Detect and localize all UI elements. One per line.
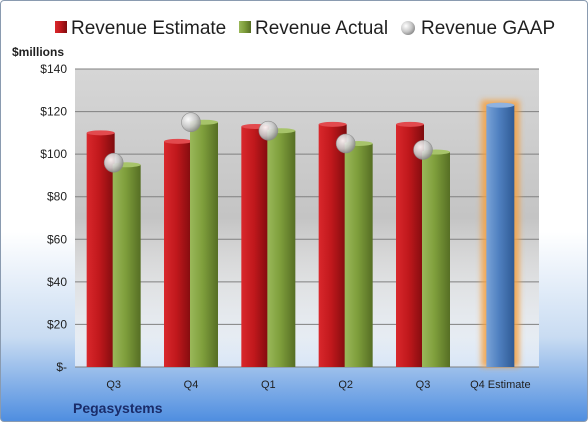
- revenue-gaap-point: [335, 133, 356, 154]
- revenue-estimate-bar-top: [396, 121, 424, 127]
- legend-label-revenue-gaap: Revenue GAAP: [421, 18, 555, 39]
- y-tick-label: $-: [56, 360, 67, 374]
- x-axis-categories: Q3 Q4 Q1 Q2 Q3 Q4 Estimate: [106, 379, 530, 391]
- x-category-label: Q3: [416, 379, 431, 391]
- revenue-actual-bar: [112, 164, 141, 367]
- revenue-estimate-bar: [164, 141, 192, 367]
- revenue-estimate-bar: [396, 124, 424, 367]
- y-tick-label: $20: [47, 317, 67, 331]
- revenue-actual-bar: [344, 143, 373, 367]
- legend-label-revenue-actual: Revenue Actual: [255, 18, 388, 39]
- bars: [86, 100, 520, 367]
- legend-swatch-revenue-estimate: [55, 21, 67, 33]
- y-tick-label: $120: [40, 105, 67, 119]
- revenue-estimate-bar: [241, 126, 270, 367]
- revenue-estimate-bar-top: [164, 138, 192, 144]
- revenue-actual-bar: [190, 122, 218, 367]
- revenue-estimate-bar-top: [86, 130, 115, 136]
- revenue-estimate-bar-top: [318, 121, 347, 127]
- revenue-gaap-point: [103, 152, 124, 173]
- legend: Revenue Estimate Revenue Actual Revenue …: [55, 18, 555, 39]
- gaap-points: [103, 112, 433, 173]
- legend-marker-revenue-gaap: [401, 21, 415, 35]
- x-category-label: Q4 Estimate: [470, 379, 531, 391]
- revenue-gaap-point: [258, 120, 279, 141]
- q4-estimate-bar: [486, 105, 515, 367]
- revenue-estimate-bar: [86, 132, 115, 367]
- revenue-gaap-point: [413, 140, 433, 160]
- plot-area: [75, 69, 539, 367]
- x-category-label: Q1: [261, 379, 276, 391]
- x-category-label: Q4: [184, 379, 199, 391]
- y-tick-label: $80: [47, 190, 67, 204]
- y-axis-unit-label: $millions: [12, 45, 64, 59]
- q4-estimate-bar-top: [486, 102, 515, 108]
- x-category-label: Q3: [106, 379, 121, 391]
- revenue-gaap-point: [181, 112, 201, 133]
- legend-label-revenue-estimate: Revenue Estimate: [71, 18, 226, 39]
- x-category-label: Q2: [338, 379, 353, 391]
- y-axis-ticks: $- $20 $40 $60 $80 $100 $120 $140: [40, 62, 67, 374]
- legend-swatch-revenue-actual: [239, 21, 251, 33]
- y-tick-label: $100: [40, 147, 67, 161]
- company-name: Pegasystems: [73, 400, 163, 416]
- gridlines: [75, 68, 539, 368]
- y-tick-label: $40: [47, 275, 67, 289]
- revenue-estimate-bar: [318, 124, 347, 367]
- revenue-actual-bar: [267, 130, 296, 367]
- y-tick-label: $140: [40, 62, 67, 76]
- revenue-actual-bar: [422, 152, 450, 367]
- y-tick-label: $60: [47, 232, 67, 246]
